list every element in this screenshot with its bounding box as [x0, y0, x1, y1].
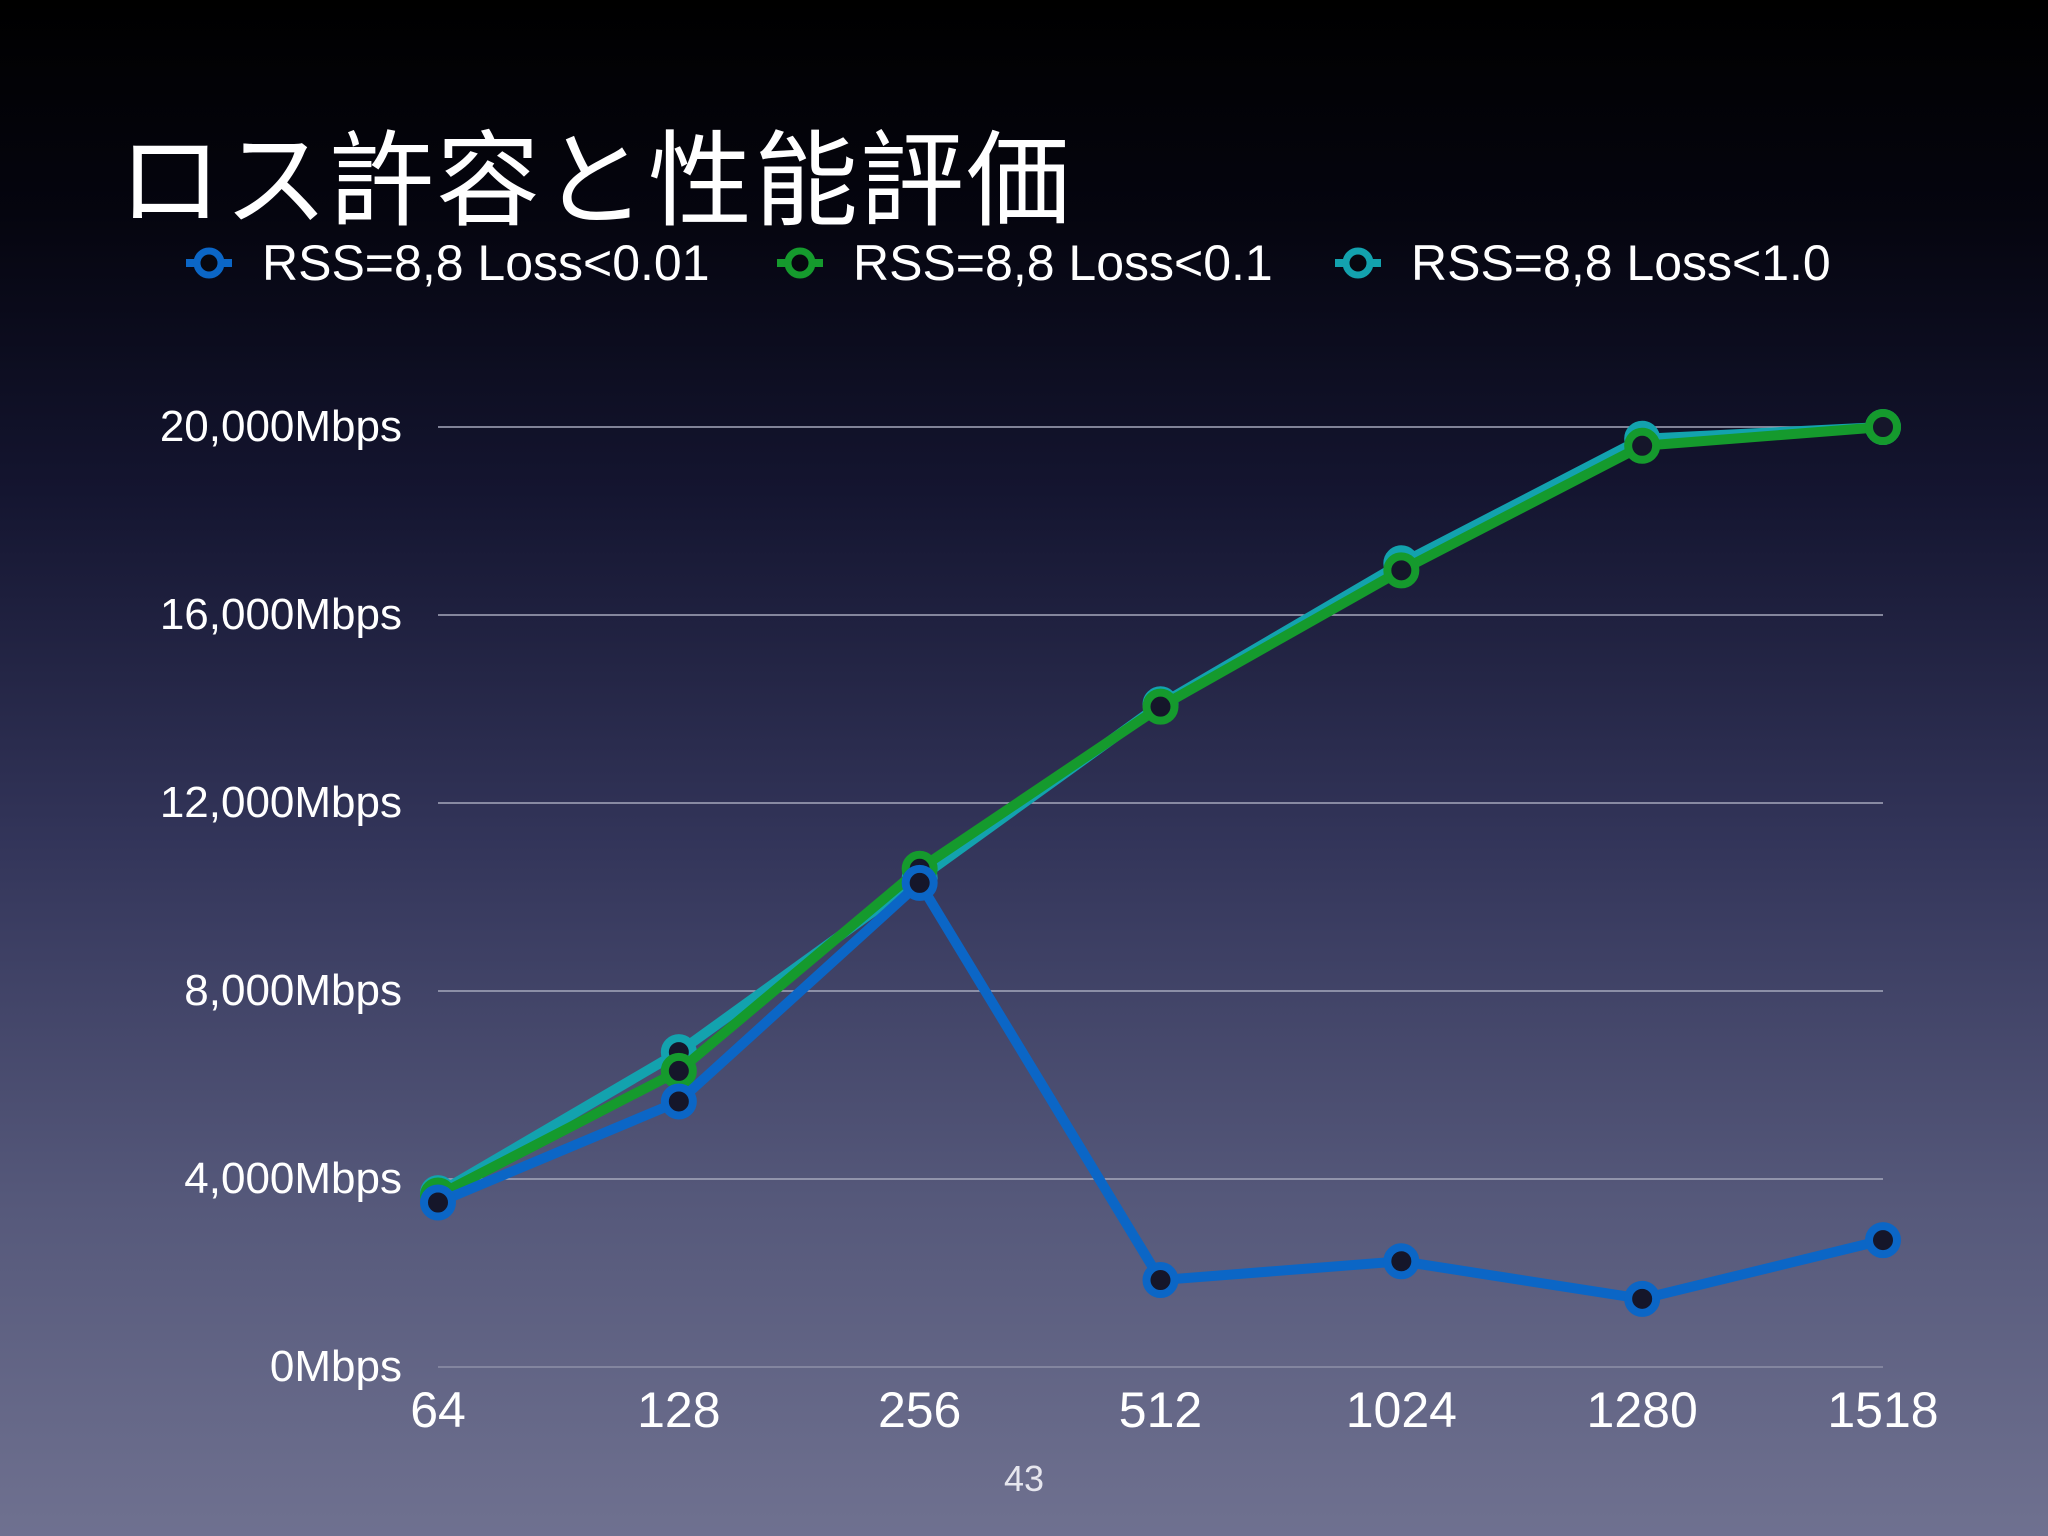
legend-label: RSS=8,8 Loss<0.1 [853, 235, 1273, 291]
y-tick-label: 16,000Mbps [160, 590, 402, 639]
data-point [660, 1083, 697, 1120]
page-number: 43 [1003, 1458, 1045, 1499]
chart-gridlines [438, 426, 1883, 1368]
x-tick-label: 128 [637, 1382, 720, 1438]
x-tick-label: 256 [878, 1382, 961, 1438]
series-line [433, 422, 1888, 1201]
legend-item: RSS=8,8 Loss<0.1 [777, 235, 1273, 291]
data-point [660, 1052, 697, 1089]
y-tick-label: 8,000Mbps [184, 966, 402, 1015]
legend-swatch-marker [193, 247, 225, 279]
data-point [1624, 1280, 1661, 1317]
data-point [901, 864, 938, 901]
data-point [1142, 688, 1179, 725]
y-tick-label: 20,000Mbps [160, 402, 402, 451]
data-point [1142, 1262, 1179, 1299]
chart-series [420, 409, 1901, 1317]
x-tick-label: 1024 [1346, 1382, 1457, 1438]
legend-item: RSS=8,8 Loss<1.0 [1335, 235, 1831, 291]
slide-title: ロス許容と性能評価 [118, 120, 1073, 242]
data-point [420, 1184, 456, 1221]
series-rss-8-8-loss-0-1 [420, 409, 1901, 1214]
data-point [1383, 552, 1420, 589]
x-axis-ticks: 64 128 256 512 1024 1280 1518 [410, 1382, 1938, 1438]
data-point [1865, 1222, 1901, 1259]
y-tick-label: 0Mbps [270, 1342, 402, 1391]
legend-label: RSS=8,8 Loss<0.01 [262, 235, 710, 291]
x-tick-label: 512 [1119, 1382, 1202, 1438]
series-line [433, 877, 1888, 1304]
legend-item: RSS=8,8 Loss<0.01 [186, 235, 710, 291]
data-point [1383, 1243, 1420, 1280]
y-tick-label: 4,000Mbps [184, 1154, 402, 1203]
x-tick-label: 1518 [1827, 1382, 1938, 1438]
chart-legend: RSS=8,8 Loss<0.01 RSS=8,8 Loss<0.1 RSS=8,8… [186, 235, 1831, 291]
x-tick-label: 64 [410, 1382, 466, 1438]
y-tick-label: 12,000Mbps [160, 778, 402, 827]
data-point [1624, 427, 1661, 464]
y-axis-ticks: 0Mbps 4,000Mbps 8,000Mbps 12,000Mbps 16,000M… [160, 402, 402, 1391]
legend-swatch-marker [784, 247, 816, 279]
x-tick-label: 1280 [1587, 1382, 1698, 1438]
legend-swatch-marker [1342, 247, 1374, 279]
data-point [1865, 409, 1901, 445]
legend-label: RSS=8,8 Loss<1.0 [1411, 235, 1831, 291]
series-rss-8-8-loss-0-01 [420, 864, 1901, 1317]
